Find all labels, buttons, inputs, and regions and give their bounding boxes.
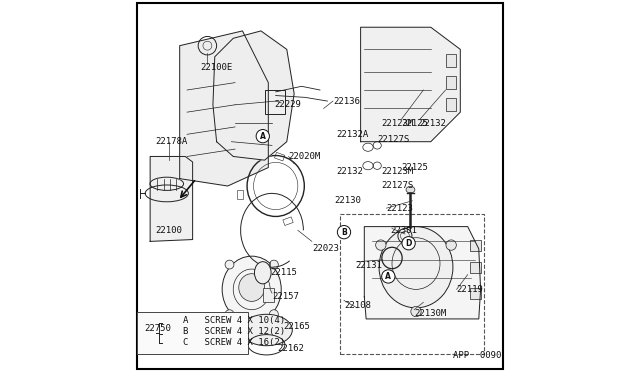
Circle shape <box>376 240 386 250</box>
Text: 22123: 22123 <box>387 203 413 213</box>
Text: 22750: 22750 <box>145 324 172 333</box>
Text: 22020M: 22020M <box>289 152 321 161</box>
Polygon shape <box>364 227 481 319</box>
Text: 22178A: 22178A <box>156 137 188 146</box>
Circle shape <box>269 260 278 269</box>
Bar <box>283 217 293 225</box>
Ellipse shape <box>379 227 453 308</box>
Text: 22130M: 22130M <box>414 309 447 318</box>
Bar <box>275 153 285 161</box>
Text: 22136: 22136 <box>333 97 360 106</box>
Polygon shape <box>213 31 294 160</box>
Bar <box>263 288 274 302</box>
Text: A: A <box>385 272 391 281</box>
Text: 22100: 22100 <box>156 226 182 235</box>
Text: 22229: 22229 <box>274 100 301 109</box>
Circle shape <box>269 310 278 318</box>
Circle shape <box>225 310 234 318</box>
Circle shape <box>337 225 351 239</box>
Text: 22123M: 22123M <box>381 167 413 176</box>
Circle shape <box>381 270 395 283</box>
Bar <box>470 262 481 273</box>
Bar <box>470 240 481 251</box>
Text: 22119: 22119 <box>456 285 483 294</box>
Text: APP  0090: APP 0090 <box>453 351 501 360</box>
Text: B   SCREW 4 X 12(2): B SCREW 4 X 12(2) <box>184 327 285 336</box>
Circle shape <box>256 129 269 143</box>
Ellipse shape <box>255 262 271 284</box>
Circle shape <box>402 237 415 250</box>
Text: 22023: 22023 <box>312 244 339 253</box>
Text: 22115: 22115 <box>270 268 297 277</box>
Text: 22165: 22165 <box>283 322 310 331</box>
Text: 22125: 22125 <box>401 119 428 128</box>
Text: C   SCREW 4 X 16(2): C SCREW 4 X 16(2) <box>184 339 285 347</box>
Ellipse shape <box>241 314 292 346</box>
Bar <box>445 54 456 67</box>
Circle shape <box>411 307 421 317</box>
Polygon shape <box>180 31 268 186</box>
Ellipse shape <box>398 228 412 243</box>
Text: 22157: 22157 <box>272 292 299 301</box>
Bar <box>445 76 456 89</box>
Text: 22127S: 22127S <box>377 135 410 144</box>
Text: 22162: 22162 <box>278 344 305 353</box>
Bar <box>340 214 484 354</box>
Text: 22132: 22132 <box>337 167 364 176</box>
Text: 22301: 22301 <box>390 226 417 235</box>
Text: 22123M: 22123M <box>381 119 413 128</box>
Text: 22130: 22130 <box>335 196 362 205</box>
Text: 22125: 22125 <box>401 163 428 172</box>
Text: A   SCREW 4 X 10(4): A SCREW 4 X 10(4) <box>184 316 285 325</box>
Circle shape <box>225 260 234 269</box>
Ellipse shape <box>222 256 281 323</box>
Text: 22132A: 22132A <box>337 130 369 139</box>
Text: 22108: 22108 <box>344 301 371 311</box>
Ellipse shape <box>239 274 264 301</box>
FancyBboxPatch shape <box>264 90 285 114</box>
Text: 22127S: 22127S <box>381 182 413 190</box>
Circle shape <box>446 240 456 250</box>
Text: 22132: 22132 <box>420 119 447 128</box>
Bar <box>137 311 248 354</box>
Ellipse shape <box>406 186 415 193</box>
Bar <box>445 98 456 112</box>
Bar <box>470 288 481 299</box>
Text: A: A <box>260 132 266 141</box>
Text: B: B <box>341 228 347 237</box>
Text: 22131: 22131 <box>355 261 382 270</box>
Polygon shape <box>150 157 193 241</box>
Text: 22100E: 22100E <box>200 63 232 72</box>
Text: D: D <box>405 239 412 248</box>
Bar <box>237 190 243 199</box>
Polygon shape <box>360 27 460 142</box>
